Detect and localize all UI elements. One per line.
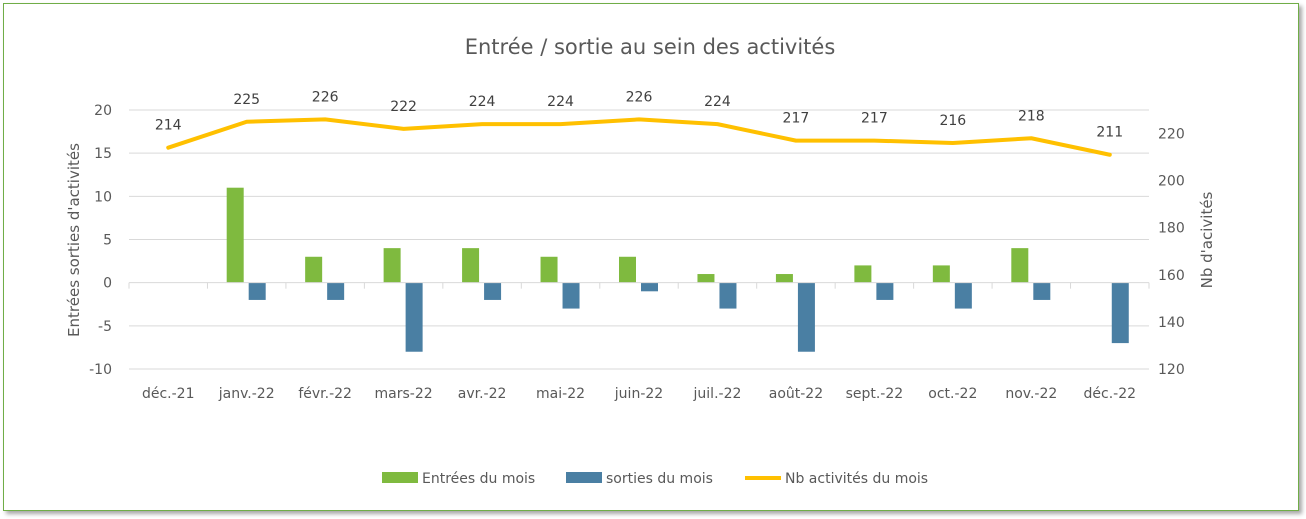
y2-axis-label: Nb d'acivités: [1198, 191, 1216, 288]
x-tick-label: sept.-22: [846, 386, 904, 402]
x-tick-label: juin-22: [614, 386, 663, 402]
line-data-label: 218: [1018, 108, 1045, 124]
bar-sorties: [954, 282, 972, 309]
bar-entrees: [932, 265, 950, 283]
y-tick-label: 20: [94, 103, 112, 119]
legend-label-entrees: Entrées du mois: [422, 471, 535, 487]
x-tick-label: avr.-22: [458, 386, 507, 402]
bar-entrees: [619, 256, 636, 283]
bar-entrees: [462, 248, 480, 283]
y2-tick-label: 180: [1158, 221, 1185, 237]
bar-entrees: [383, 248, 401, 283]
x-tick-label: nov.-22: [1005, 386, 1057, 402]
bar-entrees: [540, 256, 558, 283]
x-tick-label: janv.-22: [218, 386, 275, 402]
line-data-label: 211: [1096, 125, 1123, 141]
line-data-label: 226: [312, 89, 339, 105]
x-tick-label: déc.-21: [142, 386, 195, 402]
line-data-label: 226: [626, 89, 653, 105]
x-tick-label: déc.-22: [1084, 386, 1137, 402]
bar-entrees: [226, 187, 244, 283]
line-data-label: 214: [155, 118, 182, 134]
line-data-label: 224: [469, 94, 496, 110]
line-data-label: 217: [861, 111, 888, 127]
bar-sorties: [562, 282, 580, 309]
y-tick-label: 0: [103, 276, 112, 292]
line-data-label: 224: [704, 94, 731, 110]
x-tick-label: mai-22: [536, 386, 585, 402]
x-tick-label: juil.-22: [693, 386, 742, 402]
line-data-label: 224: [547, 94, 574, 110]
legend-label-nb-activites: Nb activités du mois: [785, 471, 928, 487]
bar-sorties: [484, 282, 502, 300]
legend-swatch-sorties: [566, 472, 602, 483]
x-tick-label: août-22: [769, 386, 823, 402]
y-tick-label: 15: [94, 146, 112, 162]
bar-entrees: [305, 256, 323, 283]
bar-sorties: [1033, 282, 1051, 300]
bar-sorties: [797, 282, 815, 352]
line-data-label: 222: [390, 99, 417, 115]
bar-sorties: [248, 282, 266, 300]
y2-tick-label: 120: [1158, 362, 1185, 378]
y2-tick-label: 200: [1158, 174, 1185, 190]
legend-label-sorties: sorties du mois: [606, 471, 713, 487]
y-axis-label: Entrées sorties d'activités: [65, 143, 83, 337]
chart-frame: [3, 3, 1299, 511]
bar-entrees: [854, 265, 872, 283]
bar-entrees: [775, 274, 793, 283]
line-data-label: 216: [939, 113, 966, 129]
y-tick-label: 10: [94, 189, 112, 205]
legend-swatch-entrees: [382, 472, 418, 483]
bar-sorties: [641, 282, 658, 292]
y-tick-label: 5: [103, 233, 112, 249]
bar-sorties: [719, 282, 737, 309]
chart-title: Entrée / sortie au sein des activités: [465, 35, 836, 59]
x-tick-label: mars-22: [375, 386, 433, 402]
x-tick-label: oct.-22: [928, 386, 977, 402]
bar-entrees: [1011, 248, 1029, 283]
y-tick-label: -10: [89, 362, 112, 378]
y2-tick-label: 160: [1158, 268, 1185, 284]
x-tick-label: févr.-22: [298, 386, 352, 402]
bar-sorties: [327, 282, 345, 300]
line-nb-activites: [166, 117, 1112, 157]
bar-entrees: [697, 274, 715, 283]
bar-sorties: [1111, 282, 1129, 344]
bar-sorties: [876, 282, 894, 300]
line-data-label: 225: [233, 92, 260, 108]
line-data-label: 217: [783, 111, 810, 127]
y2-tick-label: 140: [1158, 315, 1185, 331]
y-tick-label: -5: [98, 319, 112, 335]
y2-tick-label: 220: [1158, 127, 1185, 143]
bar-sorties: [405, 282, 423, 352]
